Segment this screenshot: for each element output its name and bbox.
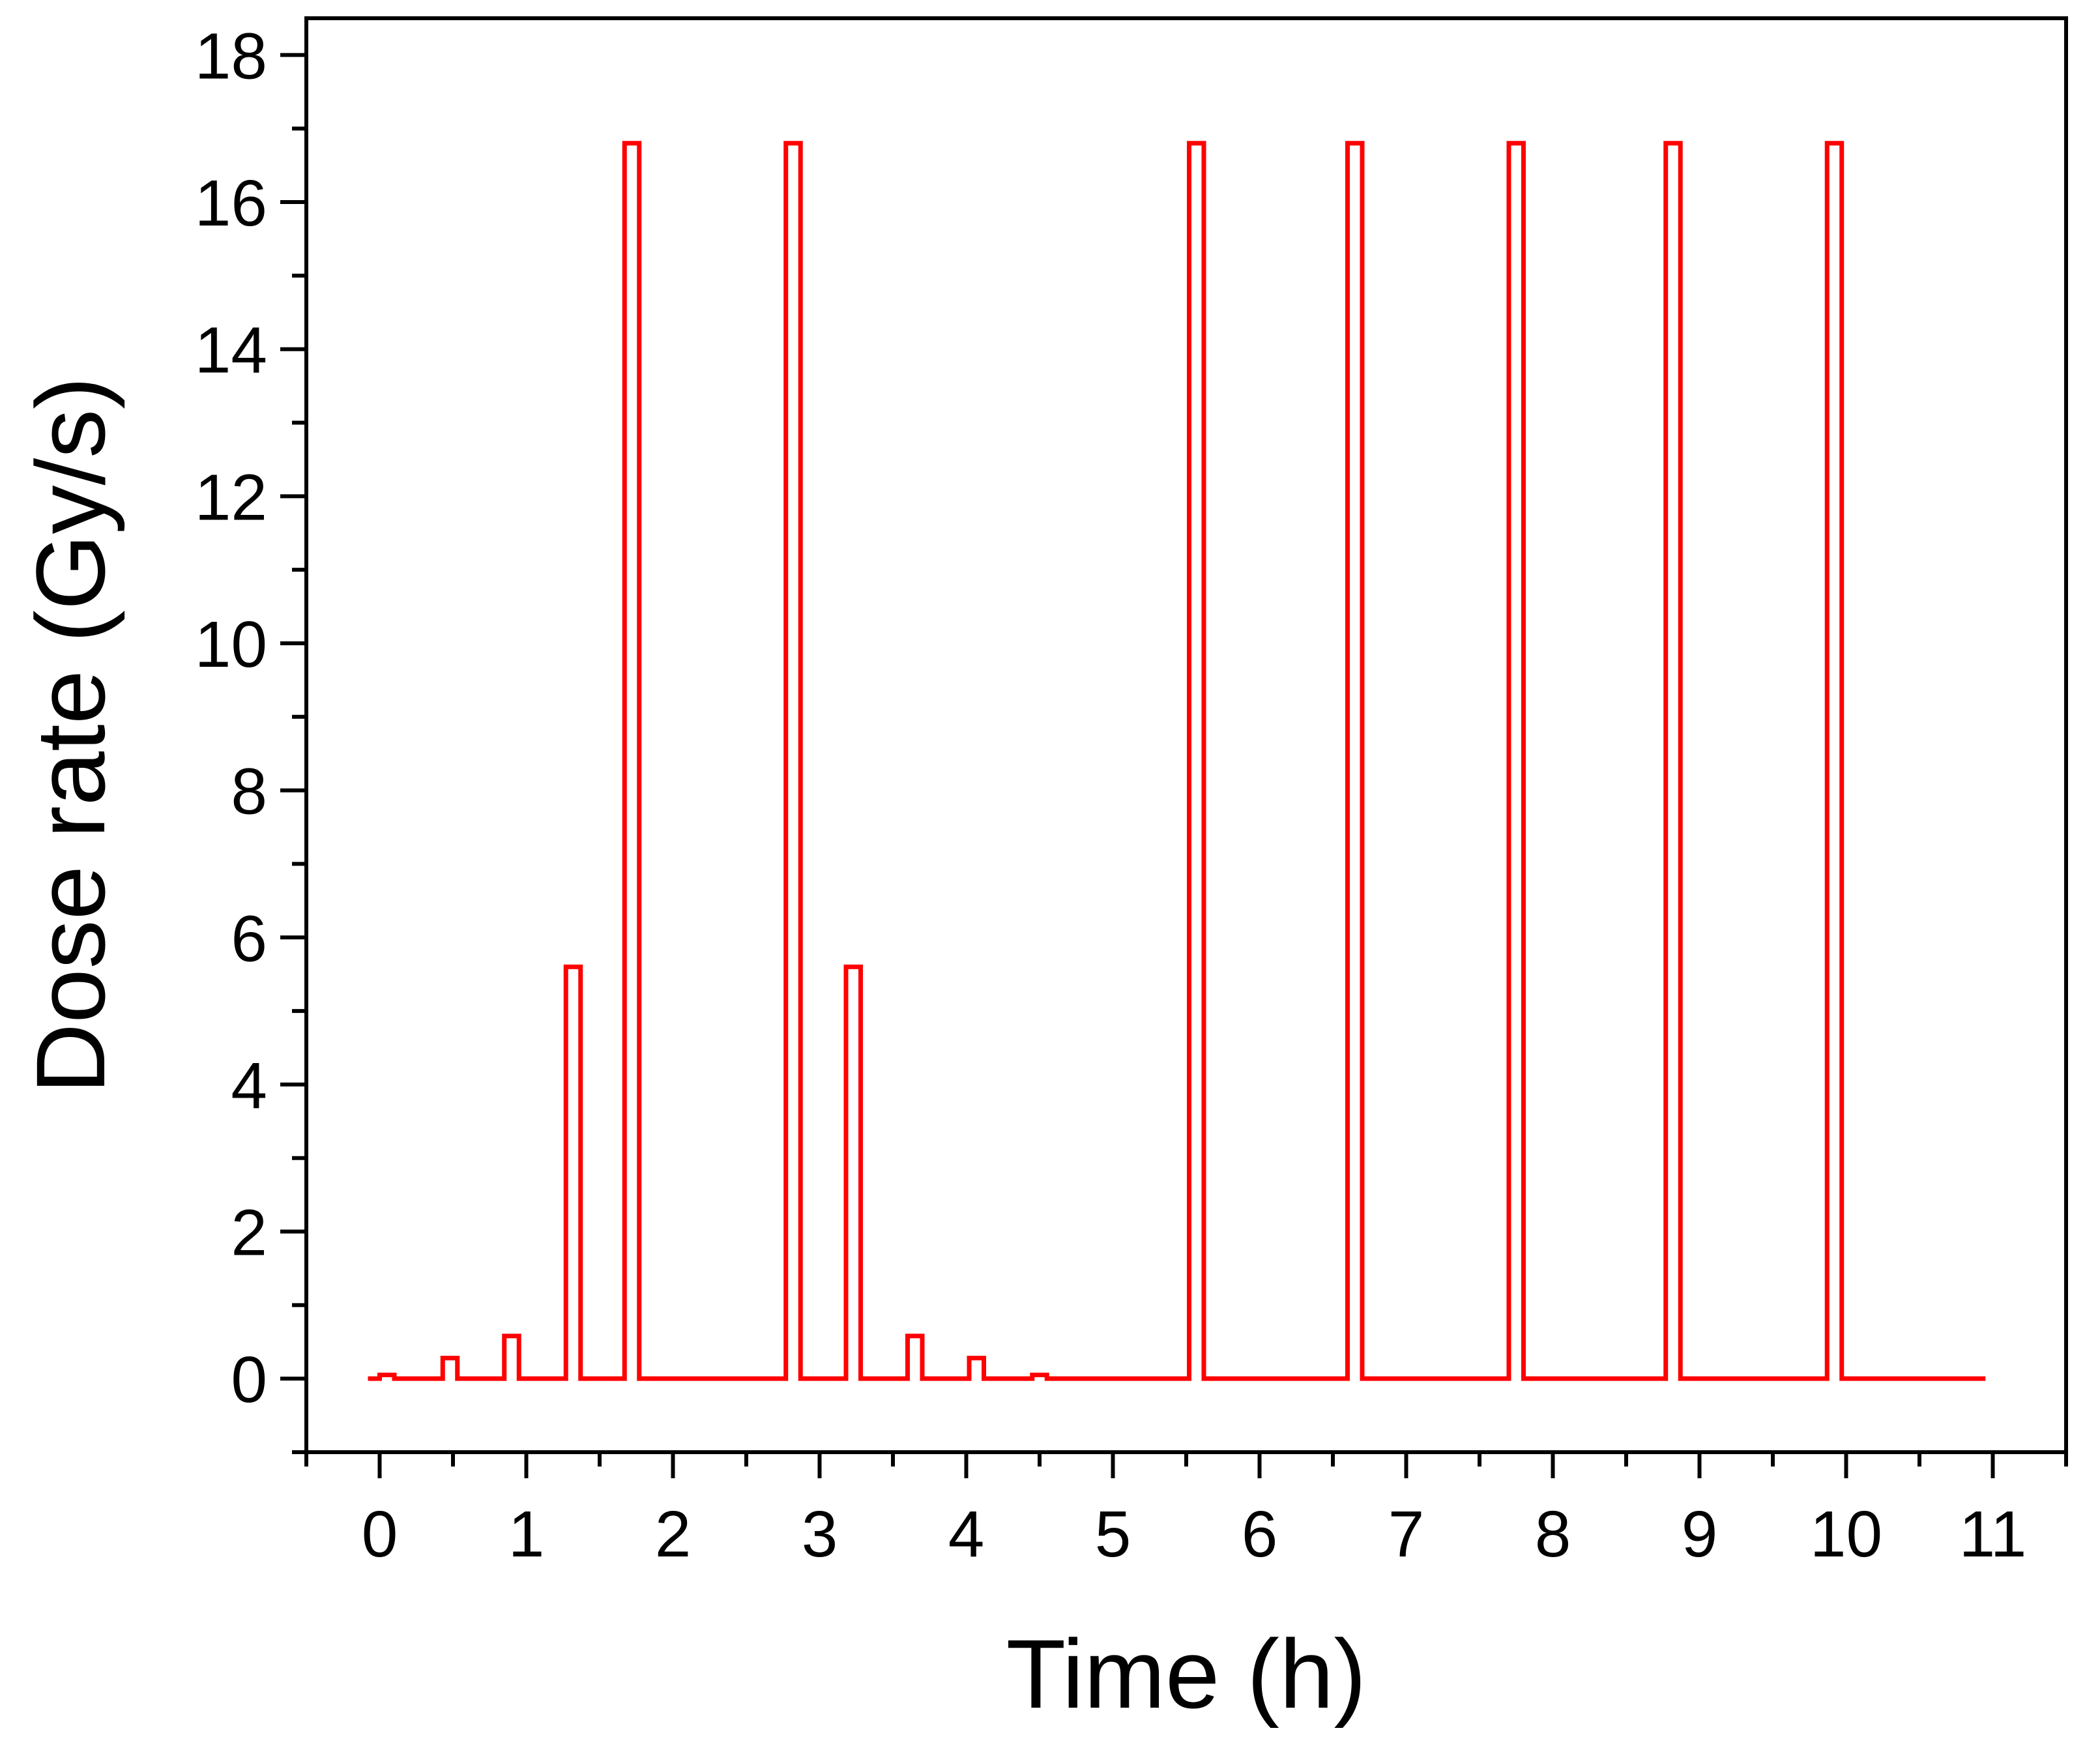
x-tick-label: 7 xyxy=(1388,1498,1425,1571)
x-tick-label: 11 xyxy=(1959,1498,2027,1571)
plot-frame xyxy=(304,16,2068,1454)
x-tick-label: 8 xyxy=(1535,1498,1571,1571)
x-tick-label: 5 xyxy=(1095,1498,1131,1571)
y-tick-label: 4 xyxy=(231,1049,267,1122)
x-tick-label: 1 xyxy=(508,1498,545,1571)
y-tick-label: 14 xyxy=(195,314,267,387)
x-tick-label: 3 xyxy=(802,1498,838,1571)
x-axis-label: Time (h) xyxy=(1006,1619,1367,1729)
axis-ticks xyxy=(280,53,2068,1478)
y-tick-label: 2 xyxy=(231,1197,267,1270)
x-tick-label: 10 xyxy=(1810,1498,1882,1571)
y-tick-label: 12 xyxy=(195,461,267,534)
y-axis-label: Dose rate (Gy/s) xyxy=(16,377,125,1094)
x-tick-label: 0 xyxy=(362,1498,398,1571)
y-tick-label: 6 xyxy=(231,902,267,975)
y-tick-label: 10 xyxy=(195,608,267,681)
x-tick-label: 6 xyxy=(1242,1498,1278,1571)
y-tick-label: 18 xyxy=(195,20,267,93)
x-tick-label: 9 xyxy=(1682,1498,1718,1571)
y-tick-label: 8 xyxy=(231,755,267,828)
x-tick-label: 2 xyxy=(655,1498,692,1571)
y-tick-label: 16 xyxy=(195,167,267,240)
x-tick-label: 4 xyxy=(948,1498,985,1571)
series-line-dose-rate xyxy=(368,141,1986,1381)
y-tick-label: 0 xyxy=(231,1343,267,1416)
